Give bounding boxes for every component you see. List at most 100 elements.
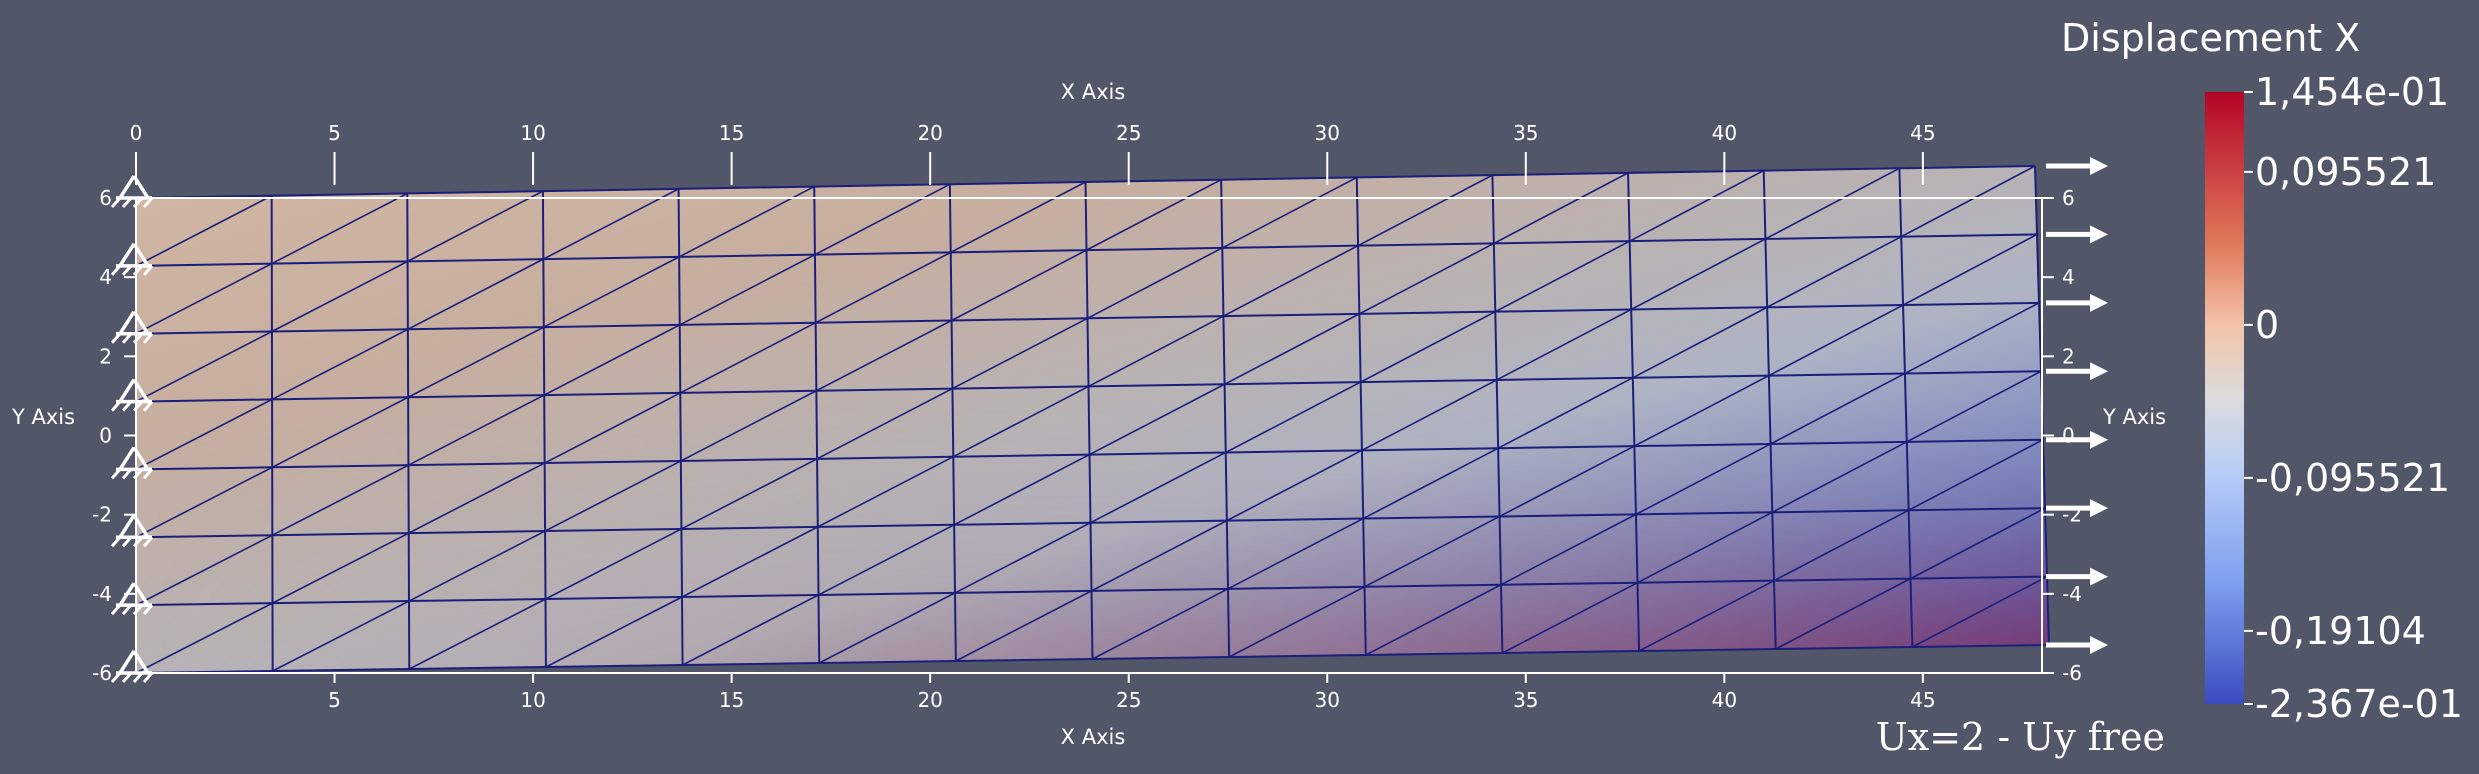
mesh-diagonal xyxy=(1361,379,1498,452)
mesh-diagonal xyxy=(1090,451,1227,524)
y-axis-title-left: Y Axis xyxy=(11,405,75,429)
mesh-diagonal xyxy=(1496,308,1632,381)
y-tick-label-left: 2 xyxy=(99,344,112,368)
mesh-diagonal xyxy=(951,249,1087,322)
mesh-diagonal xyxy=(1225,381,1362,454)
x-tick-label-bottom: 25 xyxy=(1116,688,1141,712)
applied-displacement-arrow xyxy=(2046,636,2108,654)
fixed-support-icon xyxy=(110,446,154,480)
fixed-support-icon xyxy=(110,242,154,276)
mesh-diagonal xyxy=(1911,575,2048,648)
mesh-diagonal xyxy=(1499,445,1635,518)
colorbar-label: 0 xyxy=(2255,303,2279,347)
y-tick-label-left: -2 xyxy=(92,503,112,527)
mesh-diagonal xyxy=(817,455,954,528)
colorbar-title: Displacement X xyxy=(2061,16,2360,60)
fixed-support-icon xyxy=(110,650,154,683)
mesh-diagonal xyxy=(544,392,681,464)
colorbar-label: -2,367e-01 xyxy=(2255,682,2463,726)
mesh-diagonal xyxy=(408,394,545,466)
mesh-diagonal xyxy=(1227,517,1364,590)
mesh-diagonal xyxy=(1502,581,1638,654)
mesh-diagonal xyxy=(1500,513,1637,586)
colorbar-label: -0,095521 xyxy=(2255,456,2450,500)
colorbar-label: 1,454e-01 xyxy=(2255,70,2449,114)
mesh-diagonal xyxy=(1766,235,1902,308)
mesh-diagonal xyxy=(135,330,273,403)
mesh-diagonal xyxy=(815,319,952,392)
mesh-diagonal xyxy=(1637,511,1773,584)
mesh-diagonal xyxy=(1223,244,1359,317)
mesh-diagonal xyxy=(272,532,410,604)
mesh-diagonal xyxy=(953,453,1090,526)
x-axis-title-top: X Axis xyxy=(1061,80,1126,104)
y-tick-label-right: 0 xyxy=(2062,424,2075,448)
applied-displacement-arrow xyxy=(2046,293,2108,312)
mesh-diagonal xyxy=(407,258,544,331)
mesh-column-line xyxy=(1220,179,1231,658)
mesh-diagonal xyxy=(815,251,952,324)
x-tick-label-top: 10 xyxy=(520,121,545,145)
mesh-diagonal xyxy=(408,462,546,534)
mesh-diagonal xyxy=(1638,579,1775,652)
mesh-diagonal xyxy=(135,466,273,538)
mesh-diagonal xyxy=(271,396,409,469)
mesh-diagonal xyxy=(1630,238,1766,311)
mesh-diagonal xyxy=(1494,240,1631,313)
mesh-diagonal xyxy=(1087,247,1223,319)
fixed-support-icon xyxy=(110,514,154,548)
y-tick-label-right: 4 xyxy=(2062,265,2075,289)
mesh-diagonal xyxy=(135,262,273,335)
mesh-diagonal xyxy=(1221,176,1358,249)
mesh-diagonal xyxy=(1633,374,1770,447)
mesh-diagonal xyxy=(1771,441,1908,514)
mesh-diagonal xyxy=(1773,509,1910,582)
x-tick-label-bottom: 10 xyxy=(520,688,545,712)
fixed-support-icon xyxy=(110,378,154,412)
mesh-diagonal xyxy=(954,522,1091,594)
mesh-diagonal xyxy=(681,458,818,530)
mesh-diagonal xyxy=(272,600,410,672)
mesh-diagonal xyxy=(1497,377,1634,449)
mesh-diagonal xyxy=(1357,174,1493,247)
mesh-column-line xyxy=(1355,177,1367,656)
mesh-diagonal xyxy=(135,602,273,674)
x-tick-label-bottom: 15 xyxy=(719,688,744,712)
x-tick-label-bottom: 40 xyxy=(1712,688,1737,712)
y-tick-label-left: -4 xyxy=(92,582,112,606)
mesh-diagonal xyxy=(1635,443,1771,516)
mesh-diagonal xyxy=(681,526,819,598)
x-tick-label-bottom: 35 xyxy=(1513,688,1538,712)
mesh-diagonal xyxy=(1629,169,1765,242)
x-tick-label-top: 0 xyxy=(130,121,143,145)
mesh-diagonal xyxy=(1900,165,2036,238)
mesh-diagonal xyxy=(545,528,682,600)
mesh-column-line xyxy=(406,193,411,670)
mesh-column-line xyxy=(1627,172,1641,652)
fixed-support-icon xyxy=(110,175,154,208)
mesh-diagonal xyxy=(952,317,1088,390)
mesh-diagonal xyxy=(407,190,544,263)
mesh-diagonal xyxy=(271,328,409,401)
mesh-diagonal xyxy=(271,260,408,333)
applied-displacement-arrow xyxy=(2046,157,2108,175)
mesh-diagonal xyxy=(542,188,679,260)
mesh-diagonal xyxy=(407,326,545,398)
mesh-diagonal xyxy=(1226,449,1363,522)
mesh-diagonal xyxy=(1904,302,2040,375)
mesh-diagonal xyxy=(955,590,1092,662)
mesh-diagonal xyxy=(408,598,546,670)
mesh-column-line xyxy=(948,184,957,662)
mesh-diagonal xyxy=(543,324,681,396)
mesh-diagonal xyxy=(1493,172,1629,245)
annotation-text: Ux=2 - Uy free xyxy=(1876,715,2165,759)
mesh-diagonal xyxy=(680,390,817,462)
mesh-diagonal xyxy=(1358,242,1495,315)
mesh-diagonal xyxy=(1770,372,1906,445)
x-axis-title-bottom: X Axis xyxy=(1061,725,1126,749)
mesh-diagonal xyxy=(952,385,1089,458)
mesh-diagonal xyxy=(816,387,953,460)
y-axis-title-right: Y Axis xyxy=(2102,405,2166,429)
